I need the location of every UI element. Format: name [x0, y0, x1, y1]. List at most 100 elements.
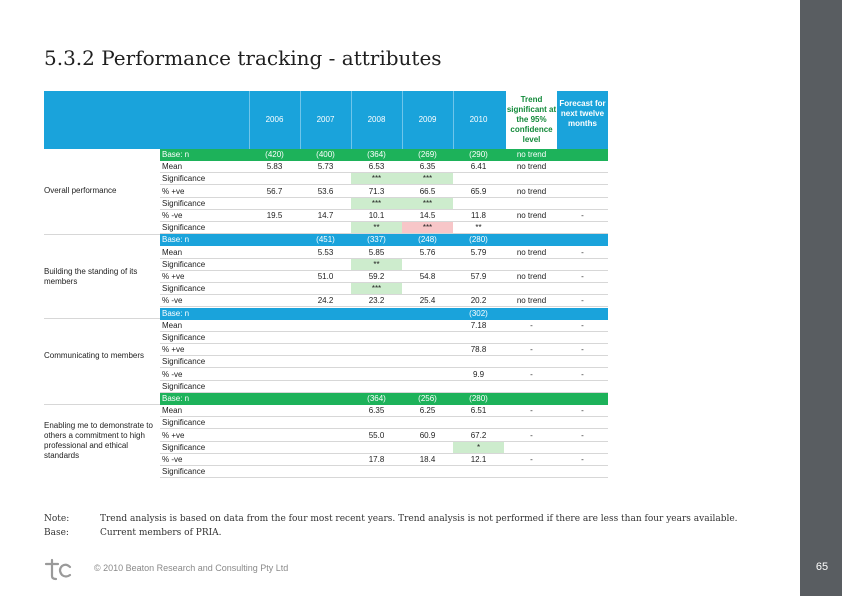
table-row: % +ve 55.0 60.9 67.2 - -	[160, 429, 608, 442]
table-cell	[453, 198, 504, 209]
table-cell	[557, 161, 608, 172]
table-cell: ***	[402, 197, 453, 209]
table-cell: 55.0	[368, 430, 385, 440]
table-cell	[557, 417, 608, 428]
table-cell	[300, 466, 351, 477]
row-label: Mean	[162, 406, 183, 416]
table-cell	[402, 369, 453, 380]
table-cell	[351, 466, 402, 477]
group-label: Communicating to members	[44, 351, 145, 360]
table-cell	[506, 222, 557, 233]
row-label: Mean	[162, 162, 183, 172]
table-cell	[506, 381, 557, 392]
table-cell	[402, 332, 453, 343]
table-cell	[351, 320, 402, 331]
table-cell: ***	[402, 173, 453, 185]
table-cell	[249, 466, 300, 477]
table-cell	[249, 308, 300, 319]
table-cell	[402, 417, 453, 428]
table-row: % +ve 56.7 53.6 71.3 66.5 65.9 no trend	[160, 185, 608, 198]
table-cell	[453, 356, 504, 367]
table-cell: 51.0	[317, 272, 334, 281]
table-cell: no trend	[516, 272, 547, 281]
table-cell: 6.51	[470, 406, 487, 416]
table-cell: 57.9	[470, 272, 487, 281]
group-label: Enabling me to demonstrate to others a c…	[44, 421, 153, 460]
table-cell	[351, 332, 402, 343]
row-label: Significance	[162, 284, 206, 294]
table-cell: -	[530, 320, 533, 330]
right-sidebar	[800, 0, 842, 596]
table-cell	[249, 405, 300, 416]
base-text: Current members of PRIA.	[100, 528, 222, 538]
table-cell: (256)	[418, 394, 437, 403]
table-cell: **	[475, 223, 482, 233]
table-cell	[557, 222, 608, 233]
table-cell	[300, 405, 351, 416]
table-cell: (302)	[469, 308, 488, 318]
table-cell	[249, 295, 300, 306]
table-cell: ***	[402, 222, 453, 234]
table-row: % -ve 9.9 - -	[160, 368, 608, 381]
row-label: Base: n	[162, 150, 190, 159]
table-cell: (451)	[316, 235, 335, 245]
table-cell	[402, 320, 453, 331]
table-cell	[249, 198, 300, 209]
table-cell: -	[581, 296, 584, 306]
table-cell: 20.2	[470, 296, 487, 306]
row-label: Significance	[162, 198, 206, 208]
table-cell	[453, 173, 504, 184]
row-label: % +ve	[162, 186, 185, 196]
table-cell: 14.7	[317, 211, 334, 220]
table-cell: (269)	[418, 150, 437, 159]
table-cell	[557, 393, 608, 404]
table-row: Significance ** *** **	[160, 222, 608, 235]
table-cell: 12.1	[470, 455, 487, 464]
table-cell: -	[581, 272, 584, 281]
table-cell: no trend	[516, 247, 547, 257]
table-cell: 59.2	[368, 272, 385, 281]
table-cell: -	[530, 430, 533, 440]
table-cell	[249, 393, 300, 404]
row-label: Base: n	[162, 394, 190, 403]
table-cell	[300, 393, 351, 404]
table-row: Significance ***	[160, 283, 608, 296]
header-year: 2009	[418, 115, 437, 124]
table-cell: 7.18	[470, 320, 487, 330]
row-label: % -ve	[162, 369, 183, 379]
table-cell	[506, 417, 557, 428]
row-label: Mean	[162, 320, 183, 330]
table-cell: no trend	[516, 186, 547, 196]
table-cell	[300, 283, 351, 294]
table-cell: (364)	[367, 394, 386, 403]
copyright-text: © 2010 Beaton Research and Consulting Pt…	[94, 563, 289, 573]
header-trend: Trend significant at the 95% confidence …	[506, 91, 557, 149]
page-number: 65	[815, 561, 829, 573]
header-year: 2008	[367, 115, 386, 124]
table-cell: 5.73	[317, 162, 334, 172]
row-label: % +ve	[162, 272, 185, 281]
table-cell	[249, 271, 300, 282]
table-cell	[249, 369, 300, 380]
table-cell	[453, 381, 504, 392]
table-cell	[402, 466, 453, 477]
table-cell: 5.83	[266, 162, 283, 172]
page-title: 5.3.2 Performance tracking - attributes	[44, 46, 442, 70]
table-cell	[453, 283, 504, 294]
table-row: Significance	[160, 380, 608, 393]
table-cell	[506, 198, 557, 209]
table-cell: -	[530, 455, 533, 464]
table-cell: 6.35	[419, 162, 436, 172]
table-cell	[557, 173, 608, 184]
row-label: Significance	[162, 357, 206, 367]
row-label: Significance	[162, 333, 206, 342]
header-year: 2006	[265, 115, 284, 124]
base-row: Base: n (302)	[160, 307, 608, 320]
table-cell: -	[581, 430, 584, 440]
table-cell: **	[351, 258, 402, 270]
table-row: Mean 5.53 5.85 5.76 5.79 no trend -	[160, 246, 608, 259]
table-cell: 25.4	[419, 296, 436, 306]
row-label: Significance	[162, 418, 206, 428]
table-cell: (280)	[469, 235, 488, 245]
table-cell	[249, 259, 300, 270]
